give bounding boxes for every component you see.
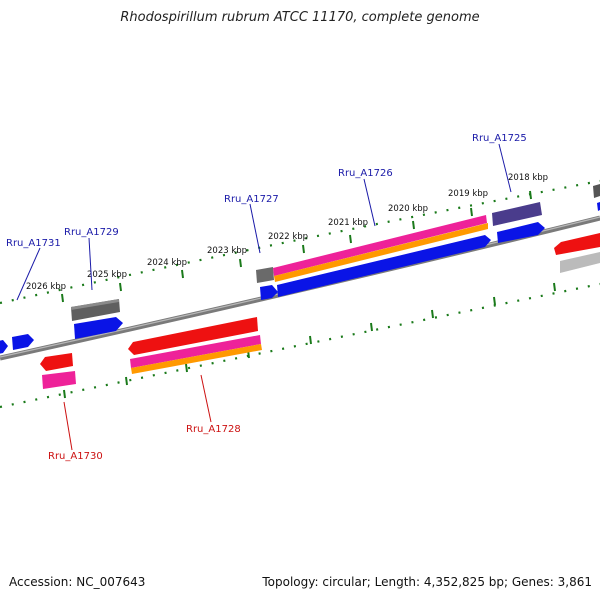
accession-text: Accession: NC_007643 xyxy=(9,575,146,589)
kbp-label: 2020 kbp xyxy=(388,204,428,214)
tick-mark xyxy=(553,282,556,292)
tick-mark xyxy=(239,258,242,268)
kbp-label: 2024 kbp xyxy=(147,258,187,268)
label-leader xyxy=(363,178,376,227)
tick-mark xyxy=(125,376,128,386)
gene-feature[interactable] xyxy=(554,233,600,255)
gene-feature[interactable] xyxy=(274,223,488,282)
label-leader xyxy=(249,203,261,254)
genome-title: Rhodospirillum rubrum ATCC 11170, comple… xyxy=(120,10,480,25)
tick-mark xyxy=(185,363,188,373)
gene-label-rru-a1725[interactable]: Rru_A1725 xyxy=(472,133,527,144)
kbp-label: 2018 kbp xyxy=(508,173,548,183)
gene-label-rru-a1728[interactable]: Rru_A1728 xyxy=(186,424,241,435)
kbp-label: 2026 kbp xyxy=(26,282,66,292)
gene-feature[interactable] xyxy=(42,371,76,389)
tick-mark xyxy=(493,296,496,306)
gene-feature[interactable] xyxy=(74,317,123,339)
kbp-label: 2022 kbp xyxy=(268,232,308,242)
gene-feature[interactable] xyxy=(497,222,545,243)
genome-stats-text: Topology: circular; Length: 4,352,825 bp… xyxy=(262,575,592,589)
label-leader xyxy=(16,247,41,301)
gene-feature[interactable] xyxy=(277,235,491,297)
tick-mark xyxy=(349,234,352,244)
gene-feature[interactable] xyxy=(0,340,8,354)
gene-label-rru-a1727[interactable]: Rru_A1727 xyxy=(224,194,279,205)
gene-feature[interactable] xyxy=(256,267,274,283)
label-leader xyxy=(200,374,212,423)
tick-mark xyxy=(470,207,473,217)
gene-feature[interactable] xyxy=(130,335,261,368)
tick-mark xyxy=(431,309,434,319)
lower-major-ticks xyxy=(63,282,556,399)
tick-mark xyxy=(302,244,305,254)
gene-label-rru-a1729[interactable]: Rru_A1729 xyxy=(64,227,119,238)
gene-feature[interactable] xyxy=(273,215,487,276)
kbp-label: 2023 kbp xyxy=(207,246,247,256)
tick-mark xyxy=(529,190,532,200)
label-leader xyxy=(88,237,93,291)
gene-feature[interactable] xyxy=(12,334,34,350)
gene-label-rru-a1726[interactable]: Rru_A1726 xyxy=(338,168,393,179)
label-leader xyxy=(498,143,512,193)
gene-feature[interactable] xyxy=(40,353,73,371)
gene-feature[interactable] xyxy=(260,285,278,300)
gene-feature[interactable] xyxy=(128,317,258,355)
tick-mark xyxy=(370,322,373,332)
upper-tick-track xyxy=(0,179,600,305)
gene-feature[interactable] xyxy=(593,184,600,198)
lower-tick-track xyxy=(0,282,600,409)
kbp-label: 2021 kbp xyxy=(328,218,368,228)
gene-label-rru-a1731[interactable]: Rru_A1731 xyxy=(6,238,61,249)
gene-feature[interactable] xyxy=(71,299,119,310)
tick-mark xyxy=(181,269,184,279)
upper-major-ticks xyxy=(61,190,532,303)
gene-feature[interactable] xyxy=(131,344,262,374)
tick-mark xyxy=(309,335,312,345)
kbp-label: 2019 kbp xyxy=(448,189,488,199)
kbp-label: 2025 kbp xyxy=(87,270,127,280)
gene-feature[interactable] xyxy=(560,252,600,273)
gene-label-rru-a1730[interactable]: Rru_A1730 xyxy=(48,451,103,462)
gene-feature[interactable] xyxy=(597,202,600,211)
tick-mark xyxy=(61,293,64,303)
tick-mark xyxy=(412,220,415,230)
gene-feature[interactable] xyxy=(492,202,542,226)
tick-mark xyxy=(119,282,122,292)
label-leader xyxy=(63,401,73,451)
tick-mark xyxy=(63,389,66,399)
gene-feature[interactable] xyxy=(71,299,120,321)
